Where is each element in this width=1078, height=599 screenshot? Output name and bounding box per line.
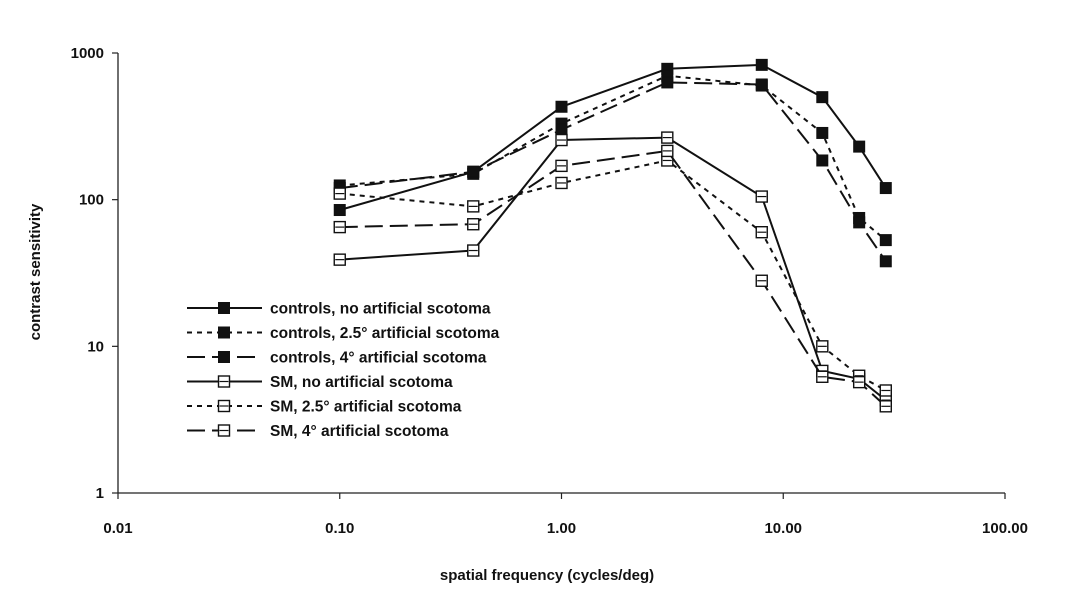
data-point <box>879 234 892 247</box>
series-line <box>339 149 887 408</box>
data-point <box>333 204 346 217</box>
legend-item-4: SM, no artificial scotoma <box>187 374 453 391</box>
legend-label: controls, no artificial scotoma <box>270 301 491 318</box>
legend-marker <box>218 302 230 314</box>
x-tick-label: 1.00 <box>547 520 576 537</box>
legend-label: SM, 2.5° artificial scotoma <box>270 399 462 416</box>
data-point <box>755 78 768 91</box>
legend-item-2: controls, 2.5° artificial scotoma <box>187 325 500 342</box>
y-tick-label: 100 <box>79 192 104 209</box>
series-line <box>339 81 887 262</box>
legend-item-5: SM, 2.5° artificial scotoma <box>187 399 462 416</box>
data-point <box>467 165 480 178</box>
y-tick-label: 1000 <box>71 45 104 62</box>
data-point <box>661 76 674 89</box>
legend-label: SM, no artificial scotoma <box>270 374 453 391</box>
series-3 <box>333 76 892 268</box>
data-point <box>853 140 866 153</box>
legend-label: SM, 4° artificial scotoma <box>270 423 449 440</box>
x-tick-label: 100.00 <box>982 520 1028 537</box>
data-point <box>555 100 568 113</box>
series-5 <box>333 154 892 397</box>
legend-item-1: controls, no artificial scotoma <box>187 301 491 318</box>
x-tick-label: 0.10 <box>325 520 354 537</box>
series-1 <box>333 58 892 217</box>
plot-area <box>333 58 892 413</box>
legend-marker <box>218 351 230 363</box>
data-point <box>853 216 866 229</box>
legend-item-6: SM, 4° artificial scotoma <box>187 423 449 440</box>
legend-label: controls, 4° artificial scotoma <box>270 350 487 367</box>
series-line <box>339 63 887 211</box>
y-tick-label: 1 <box>96 485 104 502</box>
legend: controls, no artificial scotoma controls,… <box>187 301 500 440</box>
x-tick-label: 0.01 <box>103 520 132 537</box>
data-point <box>879 255 892 268</box>
x-tick-label: 10.00 <box>764 520 802 537</box>
legend-label: controls, 2.5° artificial scotoma <box>270 325 500 342</box>
data-point <box>816 91 829 104</box>
data-point <box>555 123 568 136</box>
series-6 <box>333 144 892 413</box>
legend-marker <box>218 326 230 339</box>
legend-item-3: controls, 4° artificial scotoma <box>187 350 487 367</box>
data-point <box>816 154 829 167</box>
data-point <box>879 182 892 195</box>
axes: 0.01 0.10 1.00 10.00 100.00 1 10 100 1000 <box>71 45 1028 537</box>
y-axis-title: contrast sensitivity <box>27 203 44 340</box>
x-axis-title: spatial frequency (cycles/deg) <box>440 567 654 584</box>
y-tick-label: 10 <box>87 338 104 355</box>
data-point <box>755 58 768 71</box>
data-point <box>816 126 829 139</box>
